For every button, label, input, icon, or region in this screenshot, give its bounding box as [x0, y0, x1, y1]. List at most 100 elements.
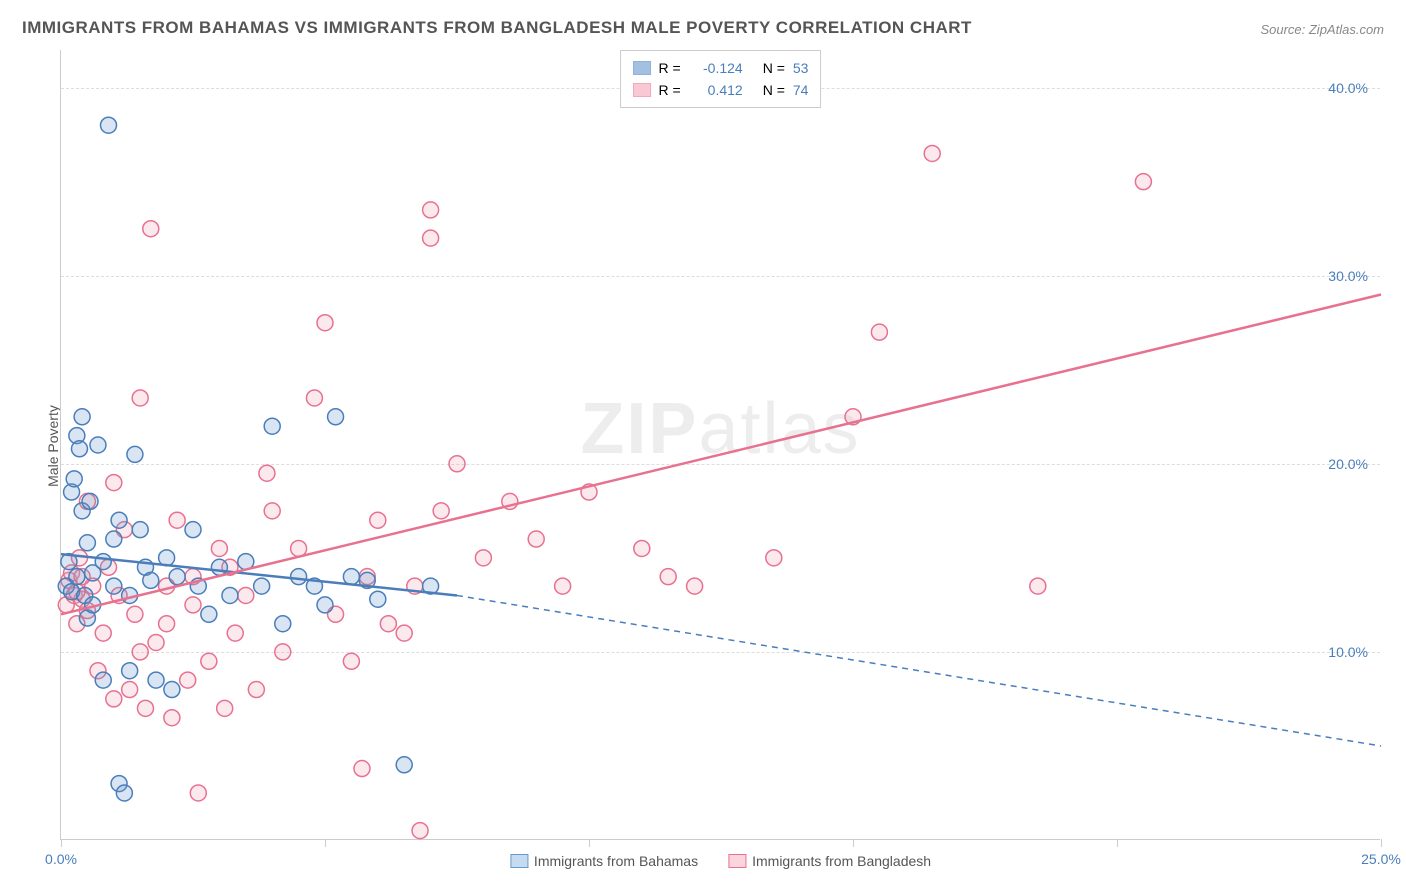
data-point — [924, 145, 940, 161]
data-point — [95, 625, 111, 641]
data-point — [106, 578, 122, 594]
data-point — [127, 606, 143, 622]
legend-n-label: N = — [763, 79, 785, 101]
data-point — [264, 418, 280, 434]
data-point — [79, 535, 95, 551]
legend-r-value-bahamas: -0.124 — [689, 57, 743, 79]
data-point — [74, 409, 90, 425]
data-point — [1030, 578, 1046, 594]
data-point — [238, 587, 254, 603]
data-point — [317, 597, 333, 613]
x-tick-label: 0.0% — [45, 851, 77, 867]
data-point — [185, 597, 201, 613]
data-point — [132, 390, 148, 406]
data-point — [201, 653, 217, 669]
data-point — [227, 625, 243, 641]
legend-item-bangladesh: Immigrants from Bangladesh — [728, 853, 931, 869]
swatch-bangladesh — [633, 83, 651, 97]
legend-n-label: N = — [763, 57, 785, 79]
data-point — [169, 512, 185, 528]
data-point — [211, 540, 227, 556]
x-tick-label: 25.0% — [1361, 851, 1401, 867]
data-point — [111, 512, 127, 528]
data-point — [306, 390, 322, 406]
data-point — [169, 569, 185, 585]
data-point — [660, 569, 676, 585]
series-legend: Immigrants from Bahamas Immigrants from … — [510, 853, 931, 869]
data-point — [116, 785, 132, 801]
data-point — [259, 465, 275, 481]
data-point — [222, 587, 238, 603]
data-point — [132, 522, 148, 538]
data-point — [433, 503, 449, 519]
data-point — [69, 569, 85, 585]
chart-container: IMMIGRANTS FROM BAHAMAS VS IMMIGRANTS FR… — [0, 0, 1406, 892]
legend-row-bahamas: R = -0.124 N = 53 — [633, 57, 809, 79]
data-point — [328, 409, 344, 425]
data-point — [317, 315, 333, 331]
chart-title: IMMIGRANTS FROM BAHAMAS VS IMMIGRANTS FR… — [22, 18, 972, 38]
data-point — [95, 672, 111, 688]
data-point — [528, 531, 544, 547]
plot-svg — [61, 50, 1380, 839]
source-label: Source: ZipAtlas.com — [1260, 22, 1384, 37]
data-point — [871, 324, 887, 340]
swatch-bahamas-icon — [510, 854, 528, 868]
data-point — [190, 785, 206, 801]
regression-line-extrapolated — [457, 595, 1381, 745]
data-point — [143, 572, 159, 588]
data-point — [137, 700, 153, 716]
data-point — [66, 471, 82, 487]
legend-r-label: R = — [659, 57, 681, 79]
data-point — [343, 653, 359, 669]
legend-n-value-bangladesh: 74 — [793, 79, 809, 101]
data-point — [343, 569, 359, 585]
data-point — [101, 117, 117, 133]
legend-item-bahamas: Immigrants from Bahamas — [510, 853, 698, 869]
legend-label-bahamas: Immigrants from Bahamas — [534, 853, 698, 869]
data-point — [122, 682, 138, 698]
data-point — [555, 578, 571, 594]
data-point — [370, 512, 386, 528]
data-point — [127, 446, 143, 462]
data-point — [275, 644, 291, 660]
data-point — [354, 761, 370, 777]
data-point — [264, 503, 280, 519]
data-point — [275, 616, 291, 632]
data-point — [1135, 174, 1151, 190]
data-point — [291, 569, 307, 585]
swatch-bahamas — [633, 61, 651, 75]
data-point — [148, 672, 164, 688]
data-point — [164, 710, 180, 726]
data-point — [148, 635, 164, 651]
data-point — [159, 616, 175, 632]
data-point — [291, 540, 307, 556]
data-point — [766, 550, 782, 566]
plot-area: ZIPatlas 10.0%20.0%30.0%40.0% 0.0%25.0% … — [60, 50, 1380, 840]
data-point — [370, 591, 386, 607]
data-point — [423, 202, 439, 218]
data-point — [201, 606, 217, 622]
data-point — [412, 823, 428, 839]
data-point — [254, 578, 270, 594]
data-point — [211, 559, 227, 575]
y-axis-label: Male Poverty — [45, 405, 61, 487]
data-point — [90, 437, 106, 453]
data-point — [143, 221, 159, 237]
correlation-legend: R = -0.124 N = 53 R = 0.412 N = 74 — [620, 50, 822, 108]
data-point — [106, 691, 122, 707]
data-point — [106, 531, 122, 547]
swatch-bangladesh-icon — [728, 854, 746, 868]
data-point — [82, 493, 98, 509]
data-point — [106, 475, 122, 491]
legend-label-bangladesh: Immigrants from Bangladesh — [752, 853, 931, 869]
data-point — [217, 700, 233, 716]
legend-r-value-bangladesh: 0.412 — [689, 79, 743, 101]
data-point — [95, 554, 111, 570]
data-point — [164, 682, 180, 698]
data-point — [449, 456, 465, 472]
data-point — [687, 578, 703, 594]
data-point — [634, 540, 650, 556]
data-point — [380, 616, 396, 632]
data-point — [423, 230, 439, 246]
